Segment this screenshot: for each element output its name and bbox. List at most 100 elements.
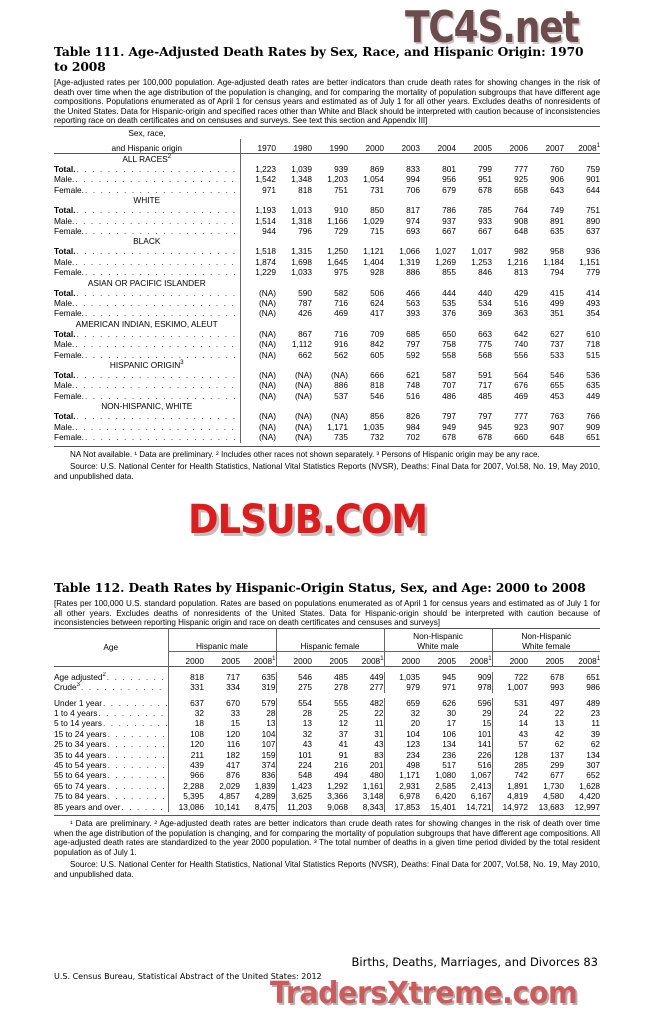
row-stub: Female. <box>54 185 240 195</box>
cell: 742 <box>491 770 529 781</box>
row-label: 1 to 4 years <box>54 708 98 718</box>
row-label: Male. <box>54 339 75 350</box>
cell: 971 <box>239 184 276 196</box>
row-stub: Under 1 year <box>54 698 168 708</box>
cell: 22 <box>554 708 565 718</box>
section-heading-4: AMERICAN INDIAN, ESKIMO, ALEUT <box>75 318 218 329</box>
table-row: 35 to 44 years21118215910191832342362261… <box>54 749 600 761</box>
cell: 662 <box>298 349 312 360</box>
table-row: Total. (NA) 867 716 709 685 650 663 642 627 610 <box>54 328 600 340</box>
footnote-marker: 1 <box>380 656 384 663</box>
cell: 534 <box>478 298 492 309</box>
cell: 159 <box>261 749 276 760</box>
row-label: Female. <box>54 308 84 319</box>
table-111-header-row: Sex, race, <box>54 126 600 139</box>
cell: 277 <box>369 682 384 693</box>
cell: 319 <box>261 682 276 693</box>
cell: (NA) <box>294 390 312 401</box>
cell: 25 <box>338 708 348 718</box>
cell: 1,080 <box>435 770 457 781</box>
table-row: Total. (NA) (NA) (NA) 666 621 587 591 564 546 536 <box>54 370 600 381</box>
stub-header-line2: and Hispanic origin <box>111 142 183 153</box>
cell: 369 <box>478 308 492 319</box>
cell: 685 <box>406 328 420 339</box>
cell: 891 <box>550 215 564 226</box>
cell: 740 <box>514 339 528 350</box>
cell: 516 <box>406 390 420 401</box>
group-header-3: Non-Hispanic White female <box>491 628 601 652</box>
cell: 13,683 <box>538 801 565 812</box>
dot-leader <box>108 782 167 790</box>
cell: 1,112 <box>291 339 312 350</box>
dot-leader <box>77 330 239 338</box>
cell: 466 <box>406 287 420 298</box>
table-112: Age Hispanic male Hispanic female Non-Hispa… <box>54 628 601 816</box>
cell: 663 <box>478 328 492 339</box>
column-header-1980: 1980 <box>293 142 312 153</box>
cell: 906 <box>550 174 564 185</box>
cell: 449 <box>369 671 384 682</box>
cell: 2,585 <box>435 780 457 791</box>
cell: 497 <box>550 697 565 708</box>
table-112-group-header-row: Age Hispanic male Hispanic female Non-Hispa… <box>54 628 601 652</box>
row-label: 65 to 74 years <box>54 780 107 791</box>
dot-leader <box>103 699 167 707</box>
cell: 949 <box>442 421 456 432</box>
cell: 15 <box>482 718 492 729</box>
row-stub: 25 to 34 years <box>54 739 168 749</box>
row-label: Total. <box>54 370 76 381</box>
cell: 836 <box>261 770 276 781</box>
cell: 234 <box>383 749 421 761</box>
cell: 718 <box>586 339 600 350</box>
cell: 910 <box>334 205 348 216</box>
dot-leader <box>98 709 166 717</box>
cell: 813 <box>514 267 528 278</box>
dot-leader <box>75 381 238 389</box>
cell: 494 <box>334 770 348 781</box>
cell: 137 <box>550 749 565 760</box>
cell: 3,625 <box>275 791 312 802</box>
cell: 17 <box>446 718 457 729</box>
cell: 1,027 <box>435 246 456 257</box>
table-row: 85 years and over 13,086 10,141 8,47511,203… <box>54 801 600 813</box>
table-row: 25 to 34 years12011610743414312313414157… <box>54 739 600 750</box>
cell: (NA) <box>239 287 276 299</box>
table-row: Total. 1,223 1,039 939 869 833 801 799 777 760 759 <box>54 163 600 175</box>
cell: 982 <box>514 246 528 257</box>
section-heading-2: BLACK <box>133 236 161 247</box>
cell: 28 <box>266 708 276 718</box>
year-header-0-2005: 2005 <box>221 655 240 666</box>
dot-leader <box>108 761 167 769</box>
cell: 797 <box>478 411 492 422</box>
cell: 787 <box>298 298 312 309</box>
cell: 20 <box>383 718 421 729</box>
cell: 469 <box>334 308 348 319</box>
footnote-marker: 2 <box>102 672 106 679</box>
cell: 775 <box>478 339 492 350</box>
dot-leader <box>107 673 167 681</box>
cell: 939 <box>334 163 348 174</box>
cell: 794 <box>550 267 564 278</box>
footnote-marker: 3 <box>180 360 184 367</box>
table-row: 15 to 24 years10812010432373110410610143… <box>54 728 600 740</box>
cell: (NA) <box>239 432 276 443</box>
running-head: Births, Deaths, Marriages, and Divorces … <box>351 955 598 969</box>
cell: 33 <box>230 708 240 718</box>
table-row: Total. (NA) 590 582 506 466 444 440 429 415 414 <box>54 287 600 299</box>
cell: 890 <box>586 215 600 226</box>
dot-leader <box>77 247 239 255</box>
table-112-footnote: ¹ Data are preliminary. ² Age-adjusted d… <box>54 819 600 857</box>
cell: 971 <box>442 682 457 693</box>
cell: 1,033 <box>291 267 312 278</box>
cell: 1,216 <box>507 256 528 267</box>
footnote-marker: 1 <box>596 656 601 663</box>
cell: 846 <box>478 267 492 278</box>
cell: 211 <box>167 749 204 761</box>
dot-leader <box>85 309 239 317</box>
column-header-2005: 2005 <box>473 142 492 153</box>
table-row: Male. (NA) 787 716 624 563 535 534 516 499 493 <box>54 298 600 309</box>
cell: 562 <box>334 349 348 360</box>
cell: 648 <box>550 432 564 443</box>
cell: 517 <box>442 760 457 771</box>
